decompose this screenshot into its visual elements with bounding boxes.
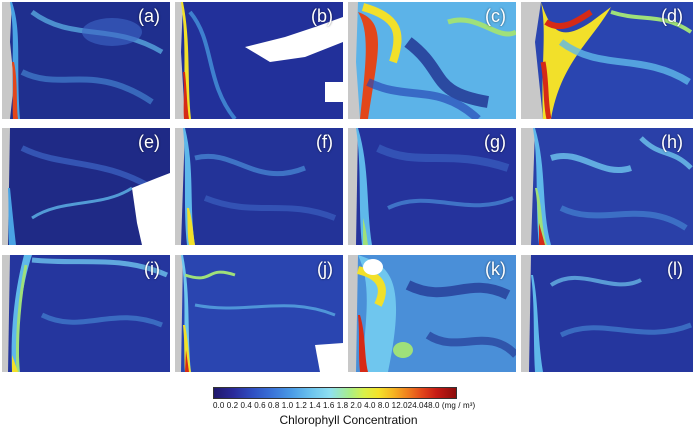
map-panel-b: (b) <box>175 2 343 119</box>
map-panel-l: (l) <box>521 255 693 372</box>
map-panel-e: (e) <box>2 128 170 245</box>
map-panel-g: (g) <box>348 128 516 245</box>
map-panel-i: (i) <box>2 255 170 372</box>
chlorophyll-map <box>521 255 693 372</box>
panel-label: (k) <box>485 259 506 279</box>
colorbar-gradient <box>213 387 457 399</box>
chlorophyll-map <box>348 128 516 245</box>
panel-label: (h) <box>661 132 683 152</box>
panel-label: (f) <box>316 132 333 152</box>
chlorophyll-map <box>175 2 343 119</box>
panel-label: (a) <box>138 6 160 26</box>
panel-label: (i) <box>144 259 160 279</box>
panel-label: (d) <box>661 6 683 26</box>
panel-label: (g) <box>484 132 506 152</box>
map-panel-k: (k) <box>348 255 516 372</box>
chlorophyll-map <box>175 128 343 245</box>
panel-label: (j) <box>317 259 333 279</box>
map-panel-a: (a) <box>2 2 170 119</box>
panel-label: (c) <box>485 6 506 26</box>
map-panel-c: (c) <box>348 2 516 119</box>
panel-label: (e) <box>138 132 160 152</box>
map-panel-d: (d) <box>521 2 693 119</box>
colorbar-tick-labels: 0.0 0.2 0.4 0.6 0.8 1.0 1.2 1.4 1.6 1.8 … <box>213 401 476 410</box>
chlorophyll-map <box>2 128 170 245</box>
chlorophyll-map <box>348 2 516 119</box>
chlorophyll-map <box>521 2 693 119</box>
chlorophyll-map <box>2 255 170 372</box>
map-panel-f: (f) <box>175 128 343 245</box>
chlorophyll-map <box>175 255 343 372</box>
panel-label: (l) <box>667 259 683 279</box>
map-panel-j: (j) <box>175 255 343 372</box>
map-panel-h: (h) <box>521 128 693 245</box>
chlorophyll-map <box>348 255 516 372</box>
colorbar-title: Chlorophyll Concentration <box>279 413 418 427</box>
panel-label: (b) <box>311 6 333 26</box>
colorbar <box>213 387 457 399</box>
chlorophyll-map <box>521 128 693 245</box>
chlorophyll-map <box>2 2 170 119</box>
